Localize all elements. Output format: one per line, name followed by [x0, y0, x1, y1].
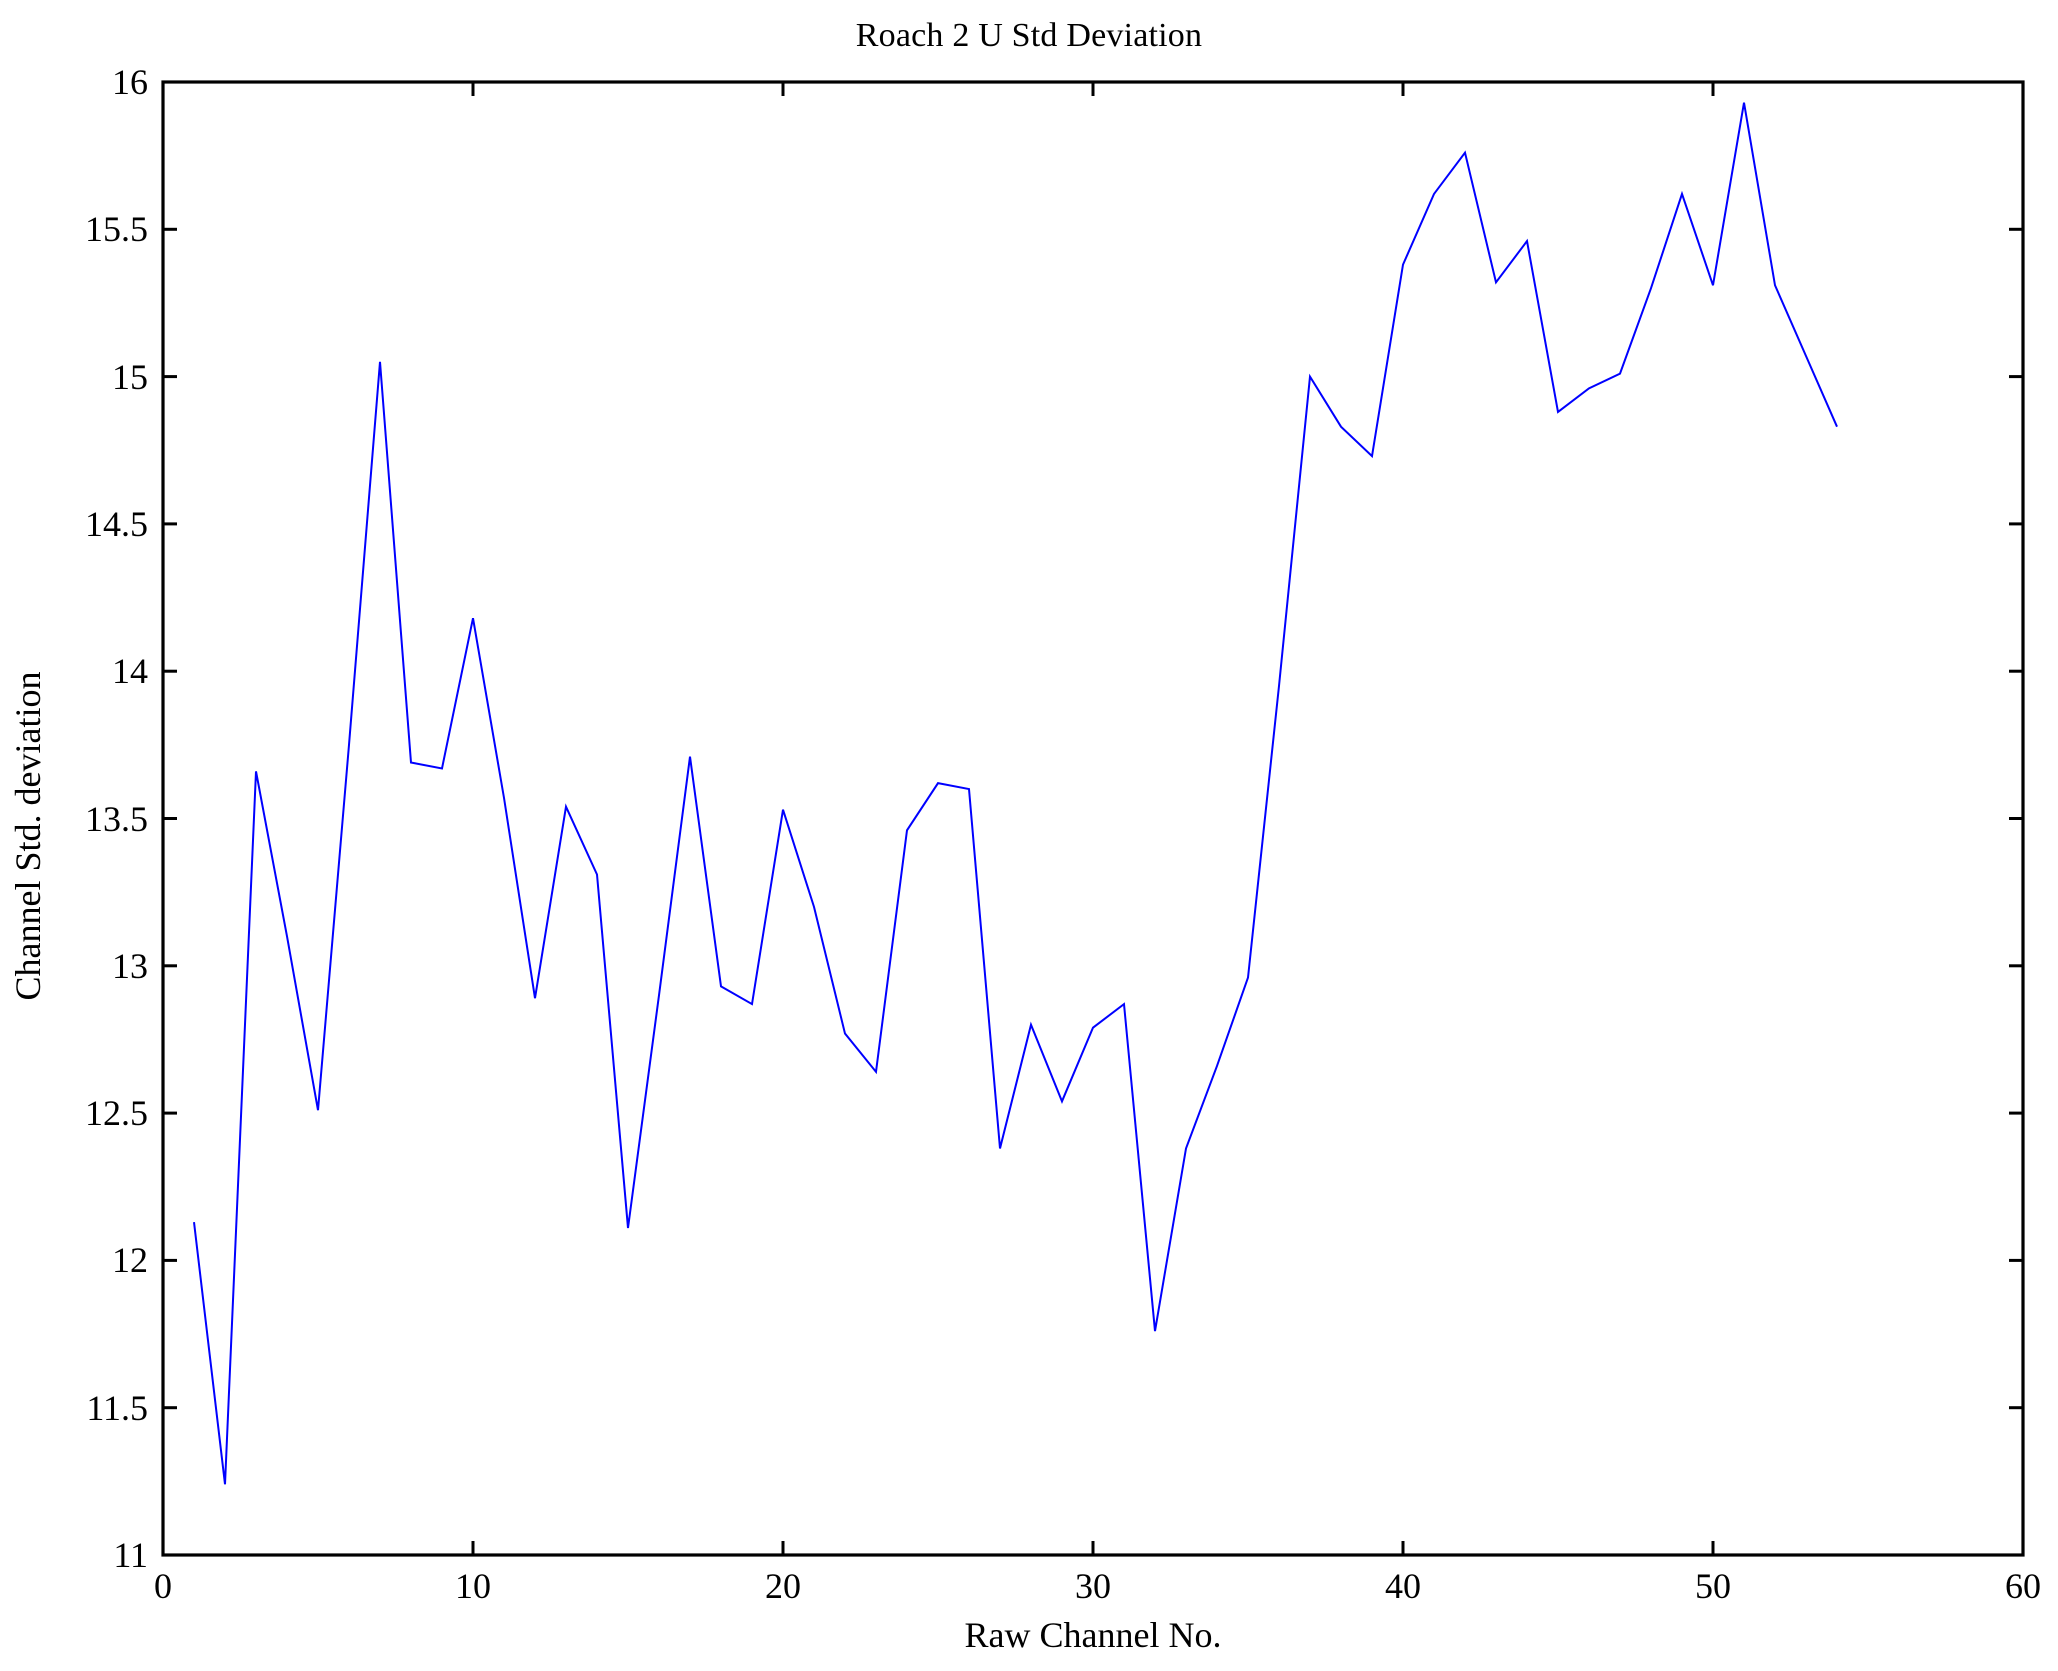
y-tick-label: 14.5	[85, 503, 148, 544]
x-tick-label: 40	[1385, 1566, 1421, 1606]
axes-box	[161, 80, 2025, 1557]
y-tick-label: 12.5	[85, 1093, 148, 1134]
chart-title: Roach 2 U Std Deviation	[855, 17, 1203, 54]
x-tick-label: 0	[154, 1566, 172, 1606]
x-tick-label: 10	[455, 1566, 491, 1606]
y-tick-label: 13.5	[85, 798, 148, 839]
y-tick-label: 13	[112, 945, 148, 986]
x-axis-tick-labels: 0 10 20 30 40 50 60	[0, 1568, 2058, 1628]
x-tick-label: 60	[2005, 1566, 2041, 1606]
x-axis-label: Raw Channel No.	[964, 1615, 1222, 1655]
y-axis-tick-labels: 11 11.5 12 12.5 13 13.5 14 14.5 15 15.5 16	[0, 0, 148, 1671]
x-tick-label: 50	[1695, 1566, 1731, 1606]
y-tick-label: 15.5	[85, 209, 148, 250]
x-tick-label: 30	[1075, 1566, 1111, 1606]
axis-ticks	[161, 80, 2025, 1557]
y-tick-label: 16	[112, 62, 148, 102]
x-tick-label: 20	[765, 1566, 801, 1606]
y-tick-label: 11.5	[86, 1387, 148, 1428]
y-tick-label: 12	[112, 1240, 148, 1281]
y-tick-label: 15	[112, 356, 148, 397]
y-tick-label: 14	[112, 651, 148, 692]
y-tick-label: 11	[113, 1535, 148, 1575]
data-series-line	[193, 102, 1838, 1485]
